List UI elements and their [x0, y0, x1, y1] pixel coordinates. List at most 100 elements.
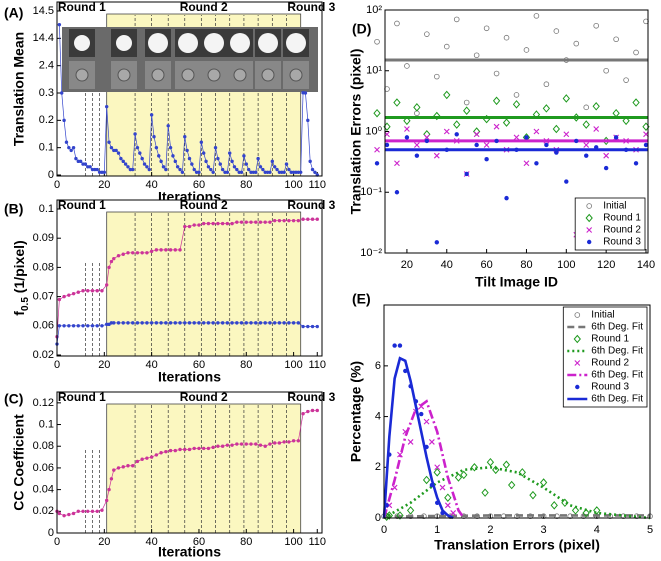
data-point	[116, 321, 121, 325]
data-point	[406, 506, 415, 515]
data-point	[533, 128, 540, 135]
data-point	[291, 439, 296, 443]
data-point	[204, 159, 208, 164]
data-point	[593, 22, 599, 29]
data-point	[251, 170, 256, 174]
plot-frame	[56, 1, 323, 177]
data-point	[76, 509, 80, 514]
data-point	[140, 156, 144, 161]
data-point	[583, 142, 590, 148]
legend-label: 6th Deg. Fit	[591, 322, 643, 333]
data-point	[109, 145, 114, 150]
x-axis-label: Translation Errors (pixel)	[434, 537, 600, 553]
data-point	[149, 249, 154, 254]
data-point	[422, 475, 431, 485]
data-point	[230, 443, 234, 447]
data-point	[263, 321, 267, 325]
x-tick-label: 80	[240, 536, 252, 548]
data-point	[239, 442, 244, 446]
data-point	[272, 165, 277, 169]
thumbnail-projection	[233, 68, 247, 82]
data-point	[206, 221, 211, 226]
data-point	[296, 218, 301, 223]
data-point	[258, 443, 263, 447]
data-point	[481, 488, 489, 497]
data-point	[299, 170, 303, 174]
data-point	[178, 248, 182, 252]
data-point	[632, 98, 640, 107]
data-point	[306, 409, 310, 414]
data-point	[90, 167, 95, 172]
x-tick-label: 110	[308, 359, 326, 371]
data-point	[603, 67, 609, 74]
data-point	[306, 118, 310, 123]
data-point	[473, 131, 480, 138]
data-point	[574, 138, 579, 144]
data-point	[428, 439, 435, 445]
x-tick-label: 100	[284, 359, 302, 371]
data-point	[563, 131, 570, 138]
round-label: Round 3	[287, 390, 335, 404]
data-point	[291, 218, 296, 223]
data-point	[112, 321, 116, 325]
thumbnail-density	[286, 33, 306, 53]
data-point	[201, 221, 206, 226]
data-point	[140, 251, 144, 255]
data-point	[216, 321, 220, 325]
x-tick-label: 40	[441, 259, 453, 271]
fit-line	[382, 356, 454, 520]
data-point	[220, 221, 225, 226]
data-point	[294, 170, 298, 174]
data-point	[149, 113, 154, 117]
data-point	[287, 167, 291, 172]
x-tick-label: 40	[146, 359, 158, 371]
data-point	[623, 147, 629, 152]
legend-swatch	[586, 203, 592, 209]
data-point	[166, 124, 170, 128]
data-point	[513, 134, 520, 141]
y-tick-label: 0.08	[33, 261, 54, 273]
data-point	[178, 321, 182, 325]
data-point	[263, 170, 267, 174]
data-point	[265, 170, 270, 174]
data-point	[183, 135, 187, 139]
data-point	[622, 116, 630, 126]
data-point	[187, 321, 192, 325]
y-tick-label: 0.1	[39, 142, 54, 154]
data-point	[164, 321, 168, 325]
data-point	[512, 100, 521, 109]
data-point	[453, 138, 460, 144]
data-point	[225, 443, 230, 447]
data-point	[239, 321, 244, 325]
data-point	[407, 439, 414, 445]
data-point	[81, 162, 85, 166]
legend-swatch	[574, 360, 581, 366]
data-point	[277, 170, 282, 174]
data-point	[57, 22, 62, 27]
thumbnail-density	[178, 33, 198, 53]
data-point	[244, 220, 248, 224]
data-point	[197, 321, 201, 325]
x-tick-label: 20	[401, 259, 413, 271]
data-point	[149, 321, 154, 325]
data-point	[460, 470, 468, 480]
series-line	[56, 322, 318, 345]
data-point	[524, 135, 529, 140]
data-point	[183, 447, 187, 452]
data-point	[310, 167, 315, 172]
y-tick-label: 0.1	[39, 418, 54, 430]
x-tick-label: 120	[597, 259, 615, 271]
data-point	[225, 321, 230, 325]
data-point	[310, 324, 315, 329]
data-point	[190, 162, 194, 166]
x-tick-label: 3	[541, 524, 547, 536]
data-point	[145, 251, 149, 255]
data-point	[107, 265, 111, 270]
x-tick-label: 0	[54, 359, 60, 371]
data-point	[254, 170, 258, 174]
data-point	[154, 248, 159, 252]
data-point	[235, 167, 239, 172]
data-point	[81, 509, 85, 514]
data-point	[434, 240, 440, 245]
